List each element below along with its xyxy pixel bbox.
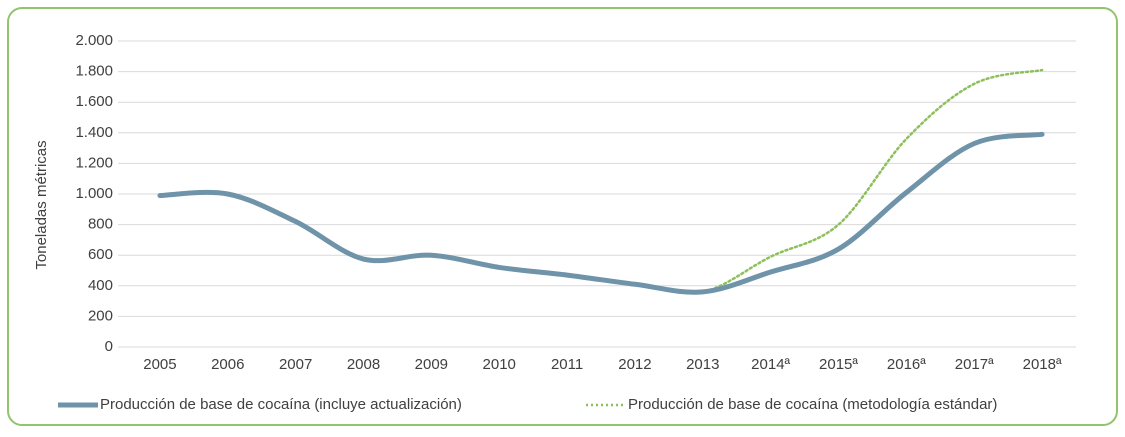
x-tick-label: 2005 [143,356,176,373]
y-tick-label: 0 [105,338,113,355]
x-tick-label: 2016ª [887,356,926,373]
y-tick-label: 600 [88,246,113,263]
x-tick-label: 2011 [551,356,583,373]
legend-label: Producción de base de cocaína (incluye a… [100,396,462,413]
y-tick-label: 1.600 [75,93,113,110]
x-tick-label: 2015ª [819,356,858,373]
x-tick-label: 2008 [347,356,380,373]
x-tick-label: 2012 [618,356,651,373]
x-tick-label: 2006 [211,356,244,373]
y-tick-label: 1.000 [75,185,113,202]
y-tick-label: 2.000 [75,32,113,49]
x-tick-label: 2010 [483,356,516,373]
x-tick-label: 2013 [686,356,719,373]
y-tick-label: 800 [88,216,113,233]
y-tick-label: 400 [88,277,113,294]
x-tick-label: 2009 [415,356,448,373]
y-axis-title: Toneladas métricas [33,140,50,269]
y-tick-label: 1.400 [75,124,113,141]
chart-frame [7,7,1118,426]
legend-label: Producción de base de cocaína (metodolog… [628,396,997,413]
x-tick-label: 2018ª [1023,356,1062,373]
series-line [157,131,1045,295]
y-tick-label: 1.200 [75,154,113,171]
x-tick-label: 2017ª [955,356,994,373]
x-tick-label: 2014ª [751,356,790,373]
x-tick-label: 2007 [279,356,312,373]
y-tick-label: 1.800 [75,63,113,80]
y-tick-label: 200 [88,307,113,324]
